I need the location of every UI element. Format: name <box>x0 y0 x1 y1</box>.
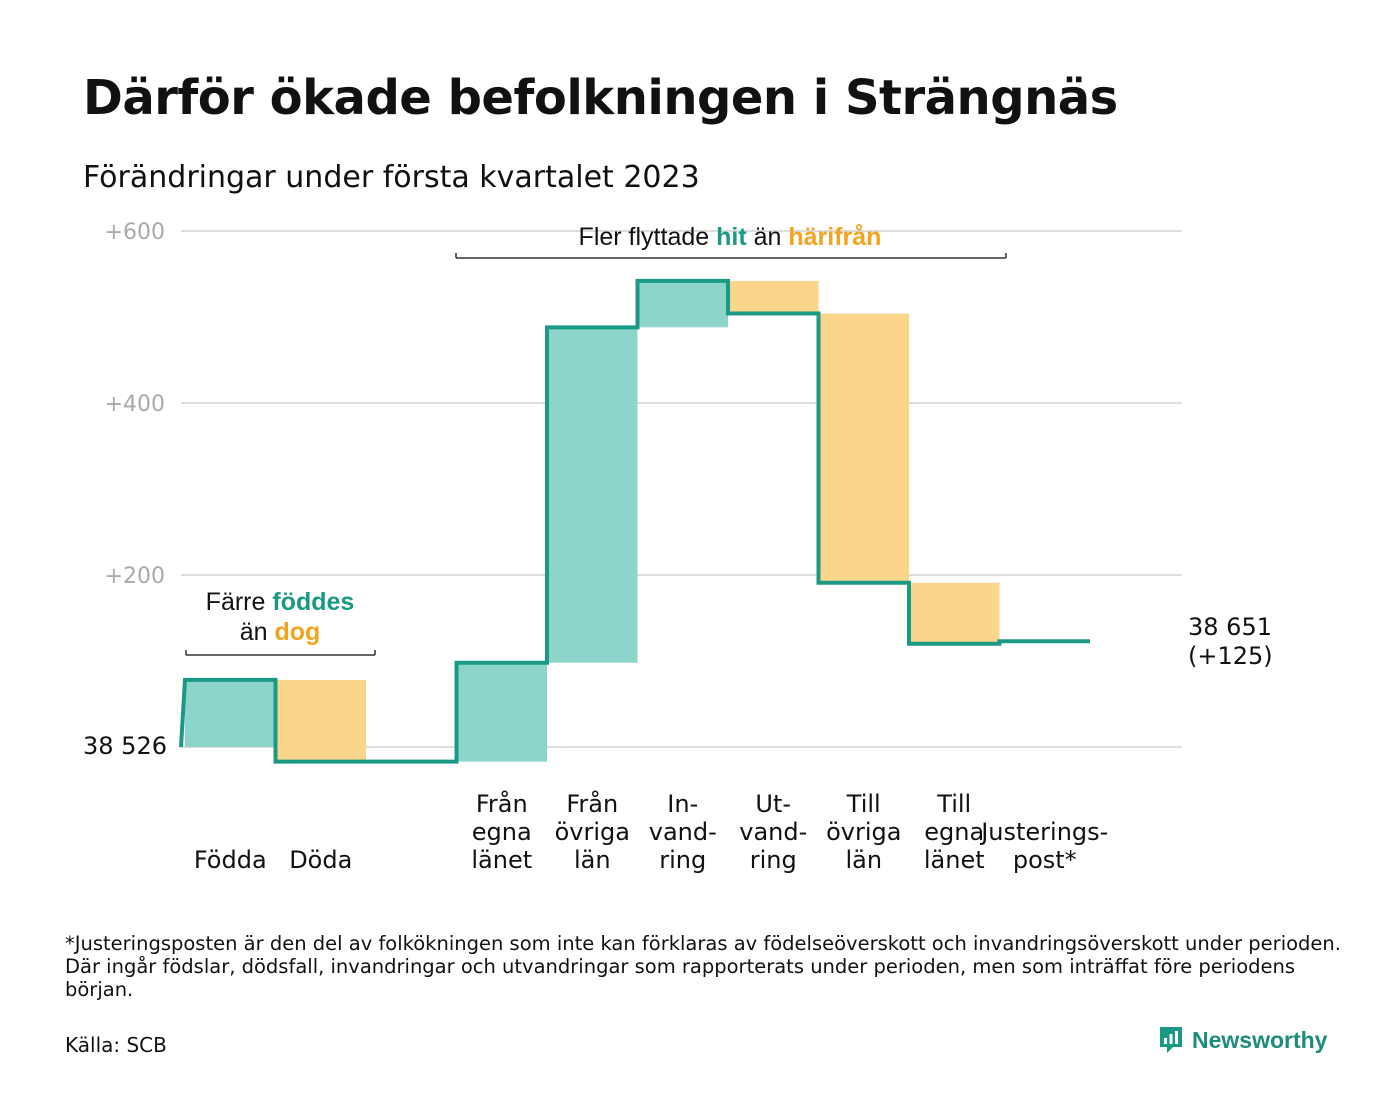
category-label-invandring: vand- <box>649 818 717 846</box>
annotation-part: än <box>747 223 789 251</box>
annotation-part: dog <box>274 618 320 646</box>
annotation-part: Färre <box>206 588 273 616</box>
bar-till_ovriga <box>818 313 909 583</box>
bar-invandring <box>637 280 728 328</box>
moves-bracket <box>455 253 1007 259</box>
category-label-justering: post* <box>1013 846 1077 874</box>
births-bracket <box>185 650 376 656</box>
category-label-doda: Döda <box>289 846 352 874</box>
y-tick-label: +400 <box>105 392 165 417</box>
annotation-text: Fler flyttade hit än härifrån <box>579 223 882 251</box>
bar-utvandring <box>728 280 819 314</box>
category-label-fran_egna: Från <box>476 789 528 818</box>
end-value-label: 38 651 <box>1188 613 1272 641</box>
category-label-till_egna: länet <box>924 846 985 874</box>
bars <box>185 280 1000 762</box>
y-tick-label: +200 <box>105 564 165 589</box>
bar-fodda <box>185 679 276 747</box>
category-label-utvandring: Ut- <box>755 790 791 818</box>
category-label-till_ovriga: Till <box>846 790 881 818</box>
category-label-fran_egna: egna <box>472 818 532 846</box>
y-axis-ticks: +200 +400 +600 <box>105 220 165 589</box>
bar-fran_ovriga <box>547 327 638 663</box>
annotation-text: Färre föddes <box>206 588 355 616</box>
annotation-part: Fler flyttade <box>579 223 717 251</box>
category-label-fran_ovriga: län <box>574 846 611 874</box>
bar-doda <box>275 679 366 762</box>
bar-fran_egna <box>456 662 547 762</box>
bar-till_egna <box>909 582 1000 644</box>
chart-title: Därför ökade befolkningen i Strängnäs <box>83 70 1118 126</box>
footnote: *Justeringsposten är den del av folkökni… <box>65 932 1341 1001</box>
category-label-fran_ovriga: Från <box>566 789 618 818</box>
category-label-justering: Justerings- <box>979 818 1108 846</box>
category-label-fran_egna: länet <box>471 846 532 874</box>
annotation-text: än dog <box>240 618 321 646</box>
category-label-till_ovriga: övriga <box>826 818 901 846</box>
chart-subtitle: Förändringar under första kvartalet 2023 <box>83 160 700 195</box>
annotation-part: härifrån <box>788 223 881 251</box>
category-label-invandring: ring <box>659 846 706 874</box>
brand-name: Newsworthy <box>1192 1026 1328 1053</box>
start-value-label: 38 526 <box>83 732 167 760</box>
end-value-label: (+125) <box>1188 642 1273 670</box>
category-label-fodda: Födda <box>194 846 267 874</box>
category-labels: Födda DödaFrånegnalänetFrånövrigalänIn-va… <box>83 613 1273 874</box>
cumulative-line-path <box>179 278 1090 764</box>
category-label-fran_ovriga: övriga <box>555 818 630 846</box>
annotation-part: hit <box>716 223 747 251</box>
source-label: Källa: SCB <box>65 1033 167 1057</box>
y-tick-label: +600 <box>105 220 165 245</box>
category-label-till_ovriga: län <box>845 846 882 874</box>
newsworthy-logo-icon <box>1160 1027 1182 1053</box>
brand-logo: Newsworthy <box>1158 1025 1327 1055</box>
category-label-utvandring: vand- <box>739 818 807 846</box>
category-label-till_egna: Till <box>936 790 971 818</box>
annotation-part: föddes <box>272 588 354 616</box>
category-label-invandring: In- <box>667 790 698 818</box>
cumulative-line <box>179 278 1090 764</box>
category-label-till_egna: egna <box>924 818 984 846</box>
annotation-part: än <box>240 618 275 646</box>
waterfall-chart: +200+400+600 Födda DödaFrånegnalänetFrånö… <box>83 220 1273 874</box>
category-label-utvandring: ring <box>750 846 797 874</box>
